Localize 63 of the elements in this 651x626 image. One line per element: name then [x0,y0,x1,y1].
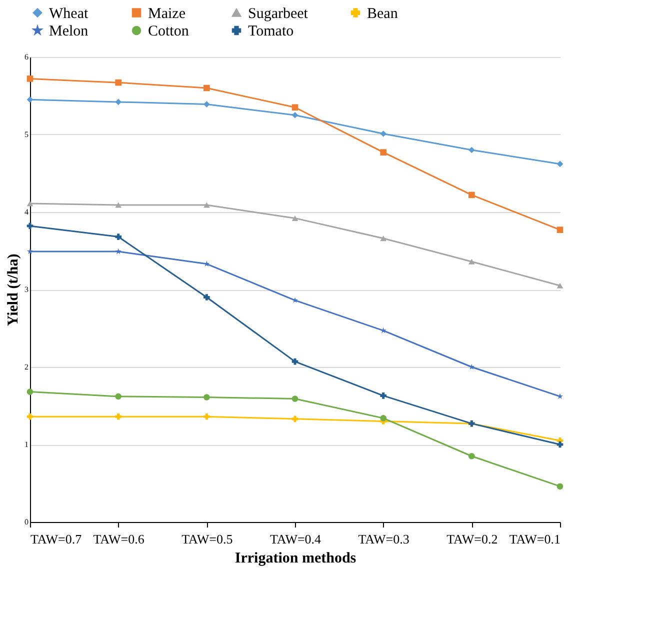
point [204,84,210,92]
point [380,414,386,422]
point [26,413,34,420]
y-tick-label: 2 [24,362,28,372]
legend-label: Tomato [248,24,294,40]
point [115,234,122,240]
point [26,96,34,103]
point [380,130,386,137]
point [115,98,122,106]
point [468,192,475,198]
point [556,160,564,168]
point [292,396,298,402]
point [204,202,210,208]
y-tick-label: 6 [24,52,28,62]
legend-label: Bean [367,6,398,22]
y-tick-label: 0 [24,518,28,526]
point [26,388,34,395]
point [556,282,564,288]
point [26,248,34,254]
point [292,416,298,422]
x-tick-label: TAW=0.7 [30,532,82,546]
point [115,202,122,208]
point [115,79,122,86]
point [26,200,34,206]
x-tick-label: TAW=0.2 [446,532,498,546]
point [556,226,564,233]
point [204,394,210,400]
legend-label: Maize [148,6,186,22]
point [292,358,298,365]
point [292,104,298,111]
point [380,236,386,242]
x-axis-title: Irrigation methods [234,550,356,566]
x-tick-label: TAW=0.6 [93,532,145,546]
x-tick-label: TAW=0.4 [270,532,322,546]
point [26,222,34,230]
point [468,146,475,154]
legend-label: Wheat [49,6,89,22]
y-tick-label: 4 [24,208,28,216]
point [556,483,564,490]
point [556,441,564,448]
point [380,149,386,156]
point [115,248,122,254]
x-tick-label: TAW=0.5 [182,532,233,546]
y-tick-label: 3 [24,285,28,294]
point [292,215,298,221]
point [292,112,298,118]
legend-label: Melon [49,24,89,40]
x-tick-label: TAW=0.3 [358,532,410,546]
point [468,452,475,460]
y-axis-title: Yield (t/ha) [6,254,22,326]
y-tick-label: 1 [24,440,28,449]
point [468,258,475,264]
point [204,294,210,300]
point [26,76,34,82]
point [115,413,122,420]
point [204,101,210,108]
x-tick-label: TAW=0.1 [509,532,560,546]
point [115,393,122,400]
legend-label: Sugarbeet [248,6,309,22]
legend-label: Cotton [148,24,190,40]
point [204,413,210,420]
point [380,392,386,399]
y-tick-label: 5 [24,130,28,139]
